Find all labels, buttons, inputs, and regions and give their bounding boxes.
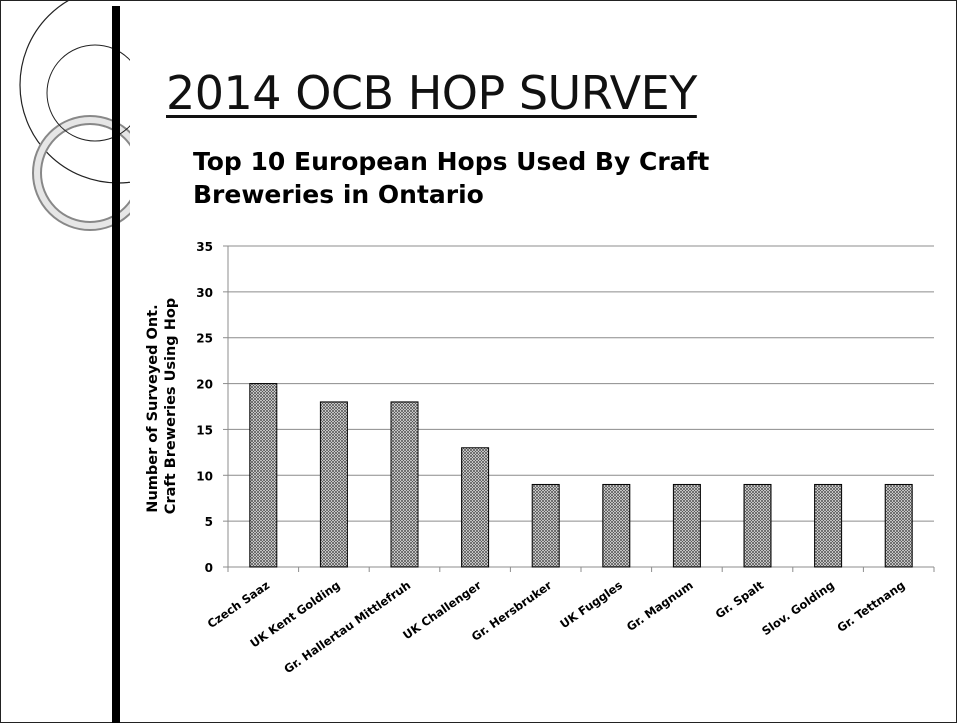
decor-circle-small [46, 44, 130, 142]
y-tick-label: 20 [196, 378, 213, 392]
decor-ring-inner [34, 117, 130, 229]
x-tick-label: UK Fuggles [557, 578, 625, 631]
y-tick-label: 25 [196, 332, 213, 346]
bar [390, 401, 419, 568]
y-tick-label: 10 [196, 469, 213, 483]
x-tick-label: Gr. Magnum [624, 578, 696, 634]
y-axis-label: Number of Surveyed Ont. Craft Breweries … [145, 298, 179, 514]
x-tick-label: Czech Saaz [205, 578, 273, 631]
y-tick-label: 15 [196, 423, 213, 437]
bar [884, 483, 913, 568]
bar [814, 483, 843, 568]
bar [319, 401, 348, 568]
y-tick-label: 0 [205, 561, 213, 575]
bars [249, 383, 913, 568]
bar [249, 383, 278, 568]
y-axis-tick-labels: 0 5 10 15 20 25 30 35 [196, 240, 213, 575]
x-tick-label: Gr. Hallertau Mittlefruh [281, 578, 413, 676]
y-tick-label: 5 [205, 515, 213, 529]
x-tick-label: Slov. Golding [759, 578, 837, 638]
bar [672, 483, 701, 568]
vertical-accent-bar [112, 6, 120, 723]
bar [531, 483, 560, 568]
x-tick-label: Gr. Spalt [713, 578, 767, 622]
slide-title: 2014 OCB HOP SURVEY [166, 66, 697, 120]
y-axis-label-line-1: Number of Surveyed Ont. [145, 304, 161, 512]
bar [461, 447, 490, 568]
y-axis-label-line-2: Craft Breweries Using Hop [163, 298, 179, 514]
bar [743, 483, 772, 568]
chart-title: Top 10 European Hops Used By Craft Brewe… [193, 147, 710, 209]
x-tick-label: Gr. Tettnang [834, 578, 907, 635]
bar [602, 483, 631, 568]
y-tick-label: 35 [196, 240, 213, 254]
y-tick-label: 30 [196, 286, 213, 300]
